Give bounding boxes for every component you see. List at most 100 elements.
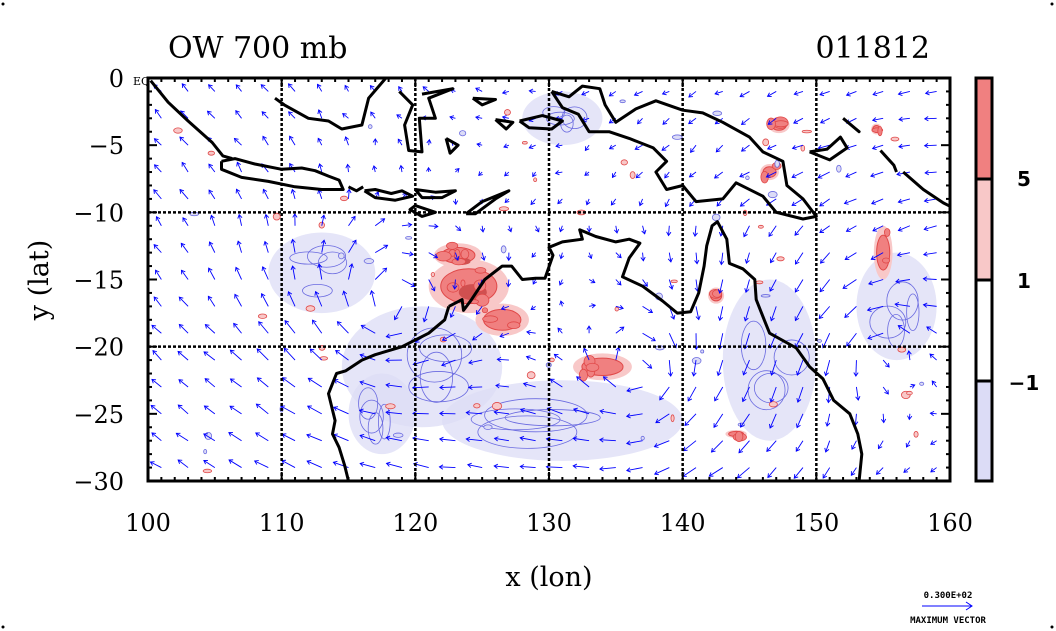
small-blob-6 bbox=[640, 435, 645, 441]
wind-vector-shaft bbox=[709, 467, 724, 477]
wind-vector-head bbox=[344, 136, 350, 142]
wind-vector bbox=[234, 293, 242, 307]
wind-vector bbox=[452, 279, 458, 290]
wind-vector bbox=[398, 164, 404, 173]
wind-vector-head bbox=[611, 173, 617, 179]
wind-vector bbox=[767, 117, 777, 125]
wind-vector bbox=[715, 144, 724, 153]
wind-vector-head bbox=[150, 404, 156, 410]
wind-vector bbox=[385, 382, 403, 388]
wind-vector-head bbox=[743, 232, 748, 238]
wind-vector bbox=[530, 305, 536, 310]
wind-vector bbox=[179, 136, 189, 146]
wind-vector-head bbox=[234, 266, 240, 272]
wind-vector-shaft bbox=[179, 189, 189, 200]
wind-vector bbox=[907, 413, 913, 421]
wind-vector-head bbox=[769, 370, 775, 376]
wind-vector-head bbox=[501, 89, 507, 95]
wind-vector-head bbox=[897, 226, 903, 232]
wind-vector bbox=[374, 267, 388, 280]
wind-vector bbox=[895, 278, 910, 284]
wind-vector-head bbox=[290, 238, 296, 244]
wind-vector-head bbox=[715, 147, 721, 153]
wind-vector-head bbox=[385, 435, 391, 441]
wind-vector-shaft bbox=[711, 440, 724, 453]
wind-vector-head bbox=[768, 232, 774, 237]
small-blob-38 bbox=[473, 403, 481, 409]
wind-vector-head bbox=[344, 84, 350, 90]
wind-vector bbox=[428, 223, 439, 229]
small-blob-33 bbox=[757, 224, 764, 229]
negative-contour-6-1 bbox=[378, 403, 391, 440]
wind-vector-head bbox=[651, 336, 656, 342]
x-axis-label: x (lon) bbox=[505, 562, 592, 593]
wind-vector bbox=[208, 163, 216, 173]
wind-vector-shaft bbox=[228, 432, 242, 442]
wind-vector-head bbox=[370, 111, 375, 117]
wind-vector bbox=[441, 332, 456, 341]
negative-shading-layer bbox=[268, 91, 937, 461]
wind-vector-head bbox=[385, 382, 391, 388]
wind-vector-shaft bbox=[550, 378, 563, 388]
wind-vector bbox=[738, 440, 750, 454]
wind-vector-head bbox=[317, 163, 323, 169]
wind-vector-head bbox=[179, 188, 185, 194]
wind-vector-shaft bbox=[717, 359, 724, 376]
wind-vector-head bbox=[397, 138, 403, 144]
wind-vector bbox=[426, 138, 432, 146]
small-blob-61 bbox=[629, 171, 636, 179]
positive-blob-1-2 bbox=[435, 250, 452, 262]
wind-vector bbox=[439, 384, 456, 391]
wind-vector bbox=[625, 440, 643, 446]
wind-vector bbox=[233, 137, 242, 146]
wind-vector-shaft bbox=[740, 413, 750, 428]
wind-vector bbox=[426, 166, 432, 173]
wind-vector bbox=[769, 279, 777, 292]
colorbar-label-5: 5 bbox=[1017, 167, 1031, 191]
wind-vector-head bbox=[616, 280, 622, 286]
wind-vector-shaft bbox=[318, 109, 323, 119]
wind-vector-head bbox=[796, 397, 802, 403]
wind-vector bbox=[922, 276, 937, 282]
wind-vector bbox=[153, 189, 162, 200]
small-blob-1 bbox=[836, 164, 842, 173]
wind-vector bbox=[819, 225, 830, 234]
small-blob-14 bbox=[207, 150, 215, 156]
wind-vector bbox=[398, 86, 403, 92]
wind-vector bbox=[532, 171, 537, 178]
wind-vector-shaft bbox=[386, 384, 403, 388]
wind-vector-head bbox=[253, 460, 259, 465]
wind-vector-head bbox=[664, 173, 669, 179]
wind-vector-head bbox=[795, 259, 800, 265]
wind-vector-head bbox=[207, 267, 213, 273]
wind-vector-head bbox=[495, 383, 500, 389]
wind-vector-head bbox=[667, 257, 673, 263]
wind-vector-shaft bbox=[599, 467, 616, 470]
wind-vector-shaft bbox=[476, 306, 483, 315]
wind-vector-head bbox=[897, 325, 903, 330]
wind-vector-shaft bbox=[282, 377, 296, 388]
wind-vector-head bbox=[662, 120, 668, 125]
wind-vector-head bbox=[766, 447, 771, 453]
wind-vector-shaft bbox=[312, 319, 323, 334]
small-blob-39 bbox=[491, 402, 503, 411]
negative-contour-2-1 bbox=[773, 339, 810, 376]
wind-vector-shaft bbox=[817, 171, 830, 179]
wind-vector-shaft bbox=[333, 379, 349, 388]
wind-vector bbox=[359, 461, 376, 469]
wind-vector bbox=[642, 332, 656, 342]
wind-vector-shaft bbox=[153, 296, 162, 307]
wind-vector-head bbox=[819, 91, 825, 97]
wind-vector bbox=[793, 467, 804, 479]
wind-vector-shaft bbox=[584, 144, 590, 151]
wind-vector-head bbox=[178, 296, 184, 302]
max-vector-value: 0.300E+02 bbox=[924, 591, 973, 601]
wind-vector bbox=[203, 351, 216, 361]
wind-vector-shaft bbox=[455, 252, 459, 261]
wind-vector-head bbox=[263, 240, 269, 246]
wind-vector-head bbox=[871, 117, 877, 123]
wind-vector bbox=[455, 225, 462, 232]
wind-vector-shaft bbox=[923, 304, 937, 307]
small-blob-3 bbox=[691, 357, 702, 365]
wind-vector-shaft bbox=[439, 466, 456, 469]
